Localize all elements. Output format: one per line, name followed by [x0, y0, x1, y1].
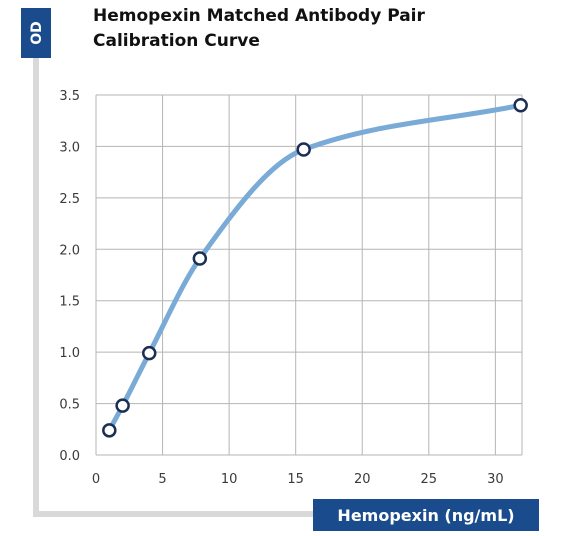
grid: [95, 94, 523, 456]
x-tick-label: 30: [487, 472, 504, 487]
x-tick-label: 5: [158, 472, 166, 487]
axis-ticks: 0 5 10 15 20 25 30 0.0 0.5 1.0 1.5 2.0 2.5 3.0 3.5: [59, 89, 503, 487]
data-point: [102, 423, 117, 438]
title-line-2: Calibration Curve: [93, 31, 260, 51]
series-curve: [106, 102, 524, 433]
data-point: [115, 398, 130, 413]
ylabel-box: [21, 8, 51, 58]
x-tick-label: 15: [287, 472, 304, 487]
ylabel-text: OD: [29, 21, 45, 45]
x-tick-label: 10: [221, 472, 238, 487]
data-point: [513, 98, 528, 113]
data-point: [296, 142, 311, 157]
data-point: [142, 345, 157, 361]
y-tick-label: 2.0: [59, 243, 80, 258]
title-line-1: Hemopexin Matched Antibody Pair: [93, 6, 426, 26]
y-tick-label: 1.0: [59, 346, 80, 361]
data-points: [102, 98, 528, 438]
xlabel-box: [313, 499, 539, 531]
y-tick-label: 2.5: [59, 192, 80, 207]
y-tick-label: 0.5: [59, 398, 80, 413]
y-tick-label: 3.0: [59, 140, 80, 155]
y-tick-label: 1.5: [59, 295, 80, 310]
y-tick-label: 3.5: [59, 89, 80, 104]
x-tick-label: 0: [92, 472, 100, 487]
xlabel-text: Hemopexin (ng/mL): [337, 506, 514, 525]
x-tick-label: 25: [421, 472, 438, 487]
data-point: [192, 251, 208, 266]
y-tick-label: 0.0: [59, 449, 80, 464]
x-tick-label: 20: [354, 472, 371, 487]
